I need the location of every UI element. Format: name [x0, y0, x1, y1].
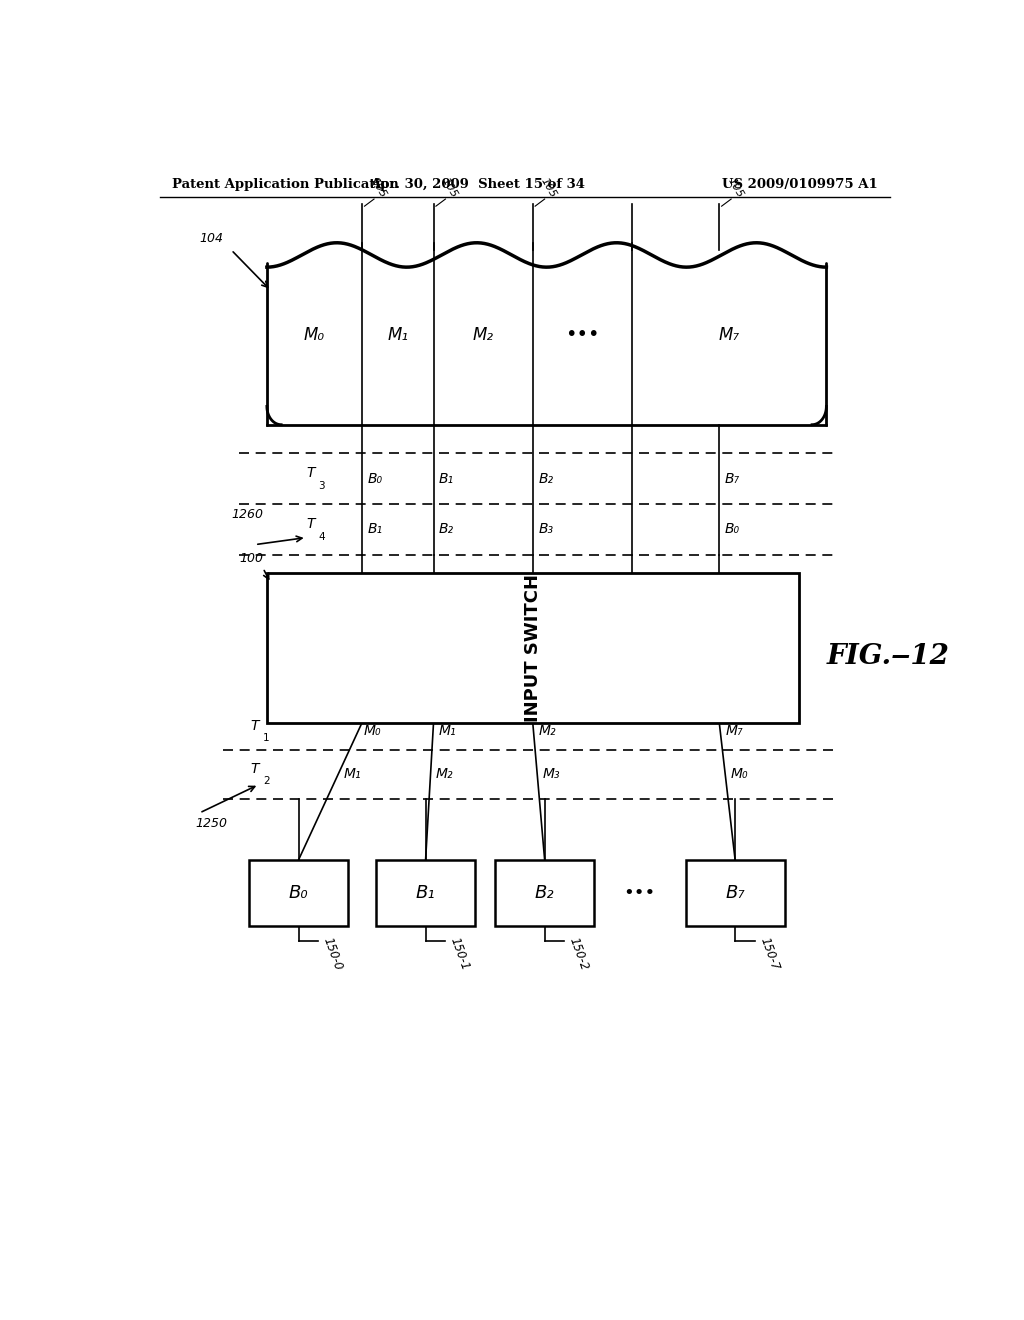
- Text: FIG.‒12: FIG.‒12: [826, 643, 949, 671]
- Text: M₃: M₃: [543, 767, 560, 781]
- Text: M₂: M₂: [473, 326, 494, 343]
- Text: B₁: B₁: [368, 523, 383, 536]
- Text: 150-7: 150-7: [758, 936, 781, 973]
- Text: B₀: B₀: [289, 884, 308, 902]
- Text: 2: 2: [263, 776, 269, 787]
- Text: B₇: B₇: [725, 471, 740, 486]
- Text: M₀: M₀: [731, 767, 749, 781]
- Text: 4: 4: [318, 532, 325, 541]
- Text: INPUT SWITCH: INPUT SWITCH: [523, 574, 542, 722]
- Text: 100: 100: [239, 552, 263, 565]
- Text: M₀: M₀: [364, 725, 381, 738]
- Text: M₁: M₁: [344, 767, 361, 781]
- Text: 1250: 1250: [196, 817, 227, 830]
- Text: B₇: B₇: [725, 884, 744, 902]
- Text: 1: 1: [263, 733, 269, 743]
- Text: B₃: B₃: [539, 523, 553, 536]
- Text: B₀: B₀: [368, 471, 383, 486]
- Text: T: T: [306, 517, 314, 532]
- Bar: [495, 859, 594, 925]
- Text: 105: 105: [726, 176, 744, 199]
- Text: US 2009/0109975 A1: US 2009/0109975 A1: [722, 178, 878, 191]
- Text: B₂: B₂: [439, 523, 455, 536]
- Text: M₁: M₁: [387, 326, 409, 343]
- Bar: [249, 859, 348, 925]
- Text: 104: 104: [200, 232, 223, 244]
- Text: •••: •••: [565, 325, 600, 345]
- Text: 1260: 1260: [231, 508, 263, 520]
- Bar: [267, 573, 799, 722]
- Text: 150-1: 150-1: [447, 936, 472, 973]
- Text: 105: 105: [539, 176, 558, 199]
- Text: 3: 3: [318, 480, 325, 491]
- Text: M₁: M₁: [438, 725, 457, 738]
- Text: M₀: M₀: [304, 326, 325, 343]
- Text: M₇: M₇: [726, 725, 743, 738]
- Text: B₁: B₁: [416, 884, 435, 902]
- Text: B₀: B₀: [725, 523, 740, 536]
- Text: 105: 105: [440, 176, 459, 199]
- Text: Apr. 30, 2009  Sheet 15 of 34: Apr. 30, 2009 Sheet 15 of 34: [370, 178, 585, 191]
- Text: •••: •••: [624, 884, 656, 902]
- Text: M₂: M₂: [436, 767, 454, 781]
- Text: B₂: B₂: [539, 471, 553, 486]
- Text: T: T: [306, 466, 314, 480]
- Text: 150-2: 150-2: [567, 936, 591, 973]
- Bar: [376, 859, 475, 925]
- Text: 105: 105: [369, 176, 388, 199]
- Text: Patent Application Publication: Patent Application Publication: [172, 178, 398, 191]
- Text: 150-0: 150-0: [321, 936, 345, 973]
- Text: B₁: B₁: [439, 471, 455, 486]
- Text: M₂: M₂: [539, 725, 557, 738]
- Text: B₂: B₂: [535, 884, 554, 902]
- Text: M₇: M₇: [719, 326, 739, 343]
- Text: T: T: [251, 762, 259, 776]
- Bar: [685, 859, 784, 925]
- Text: T: T: [251, 719, 259, 733]
